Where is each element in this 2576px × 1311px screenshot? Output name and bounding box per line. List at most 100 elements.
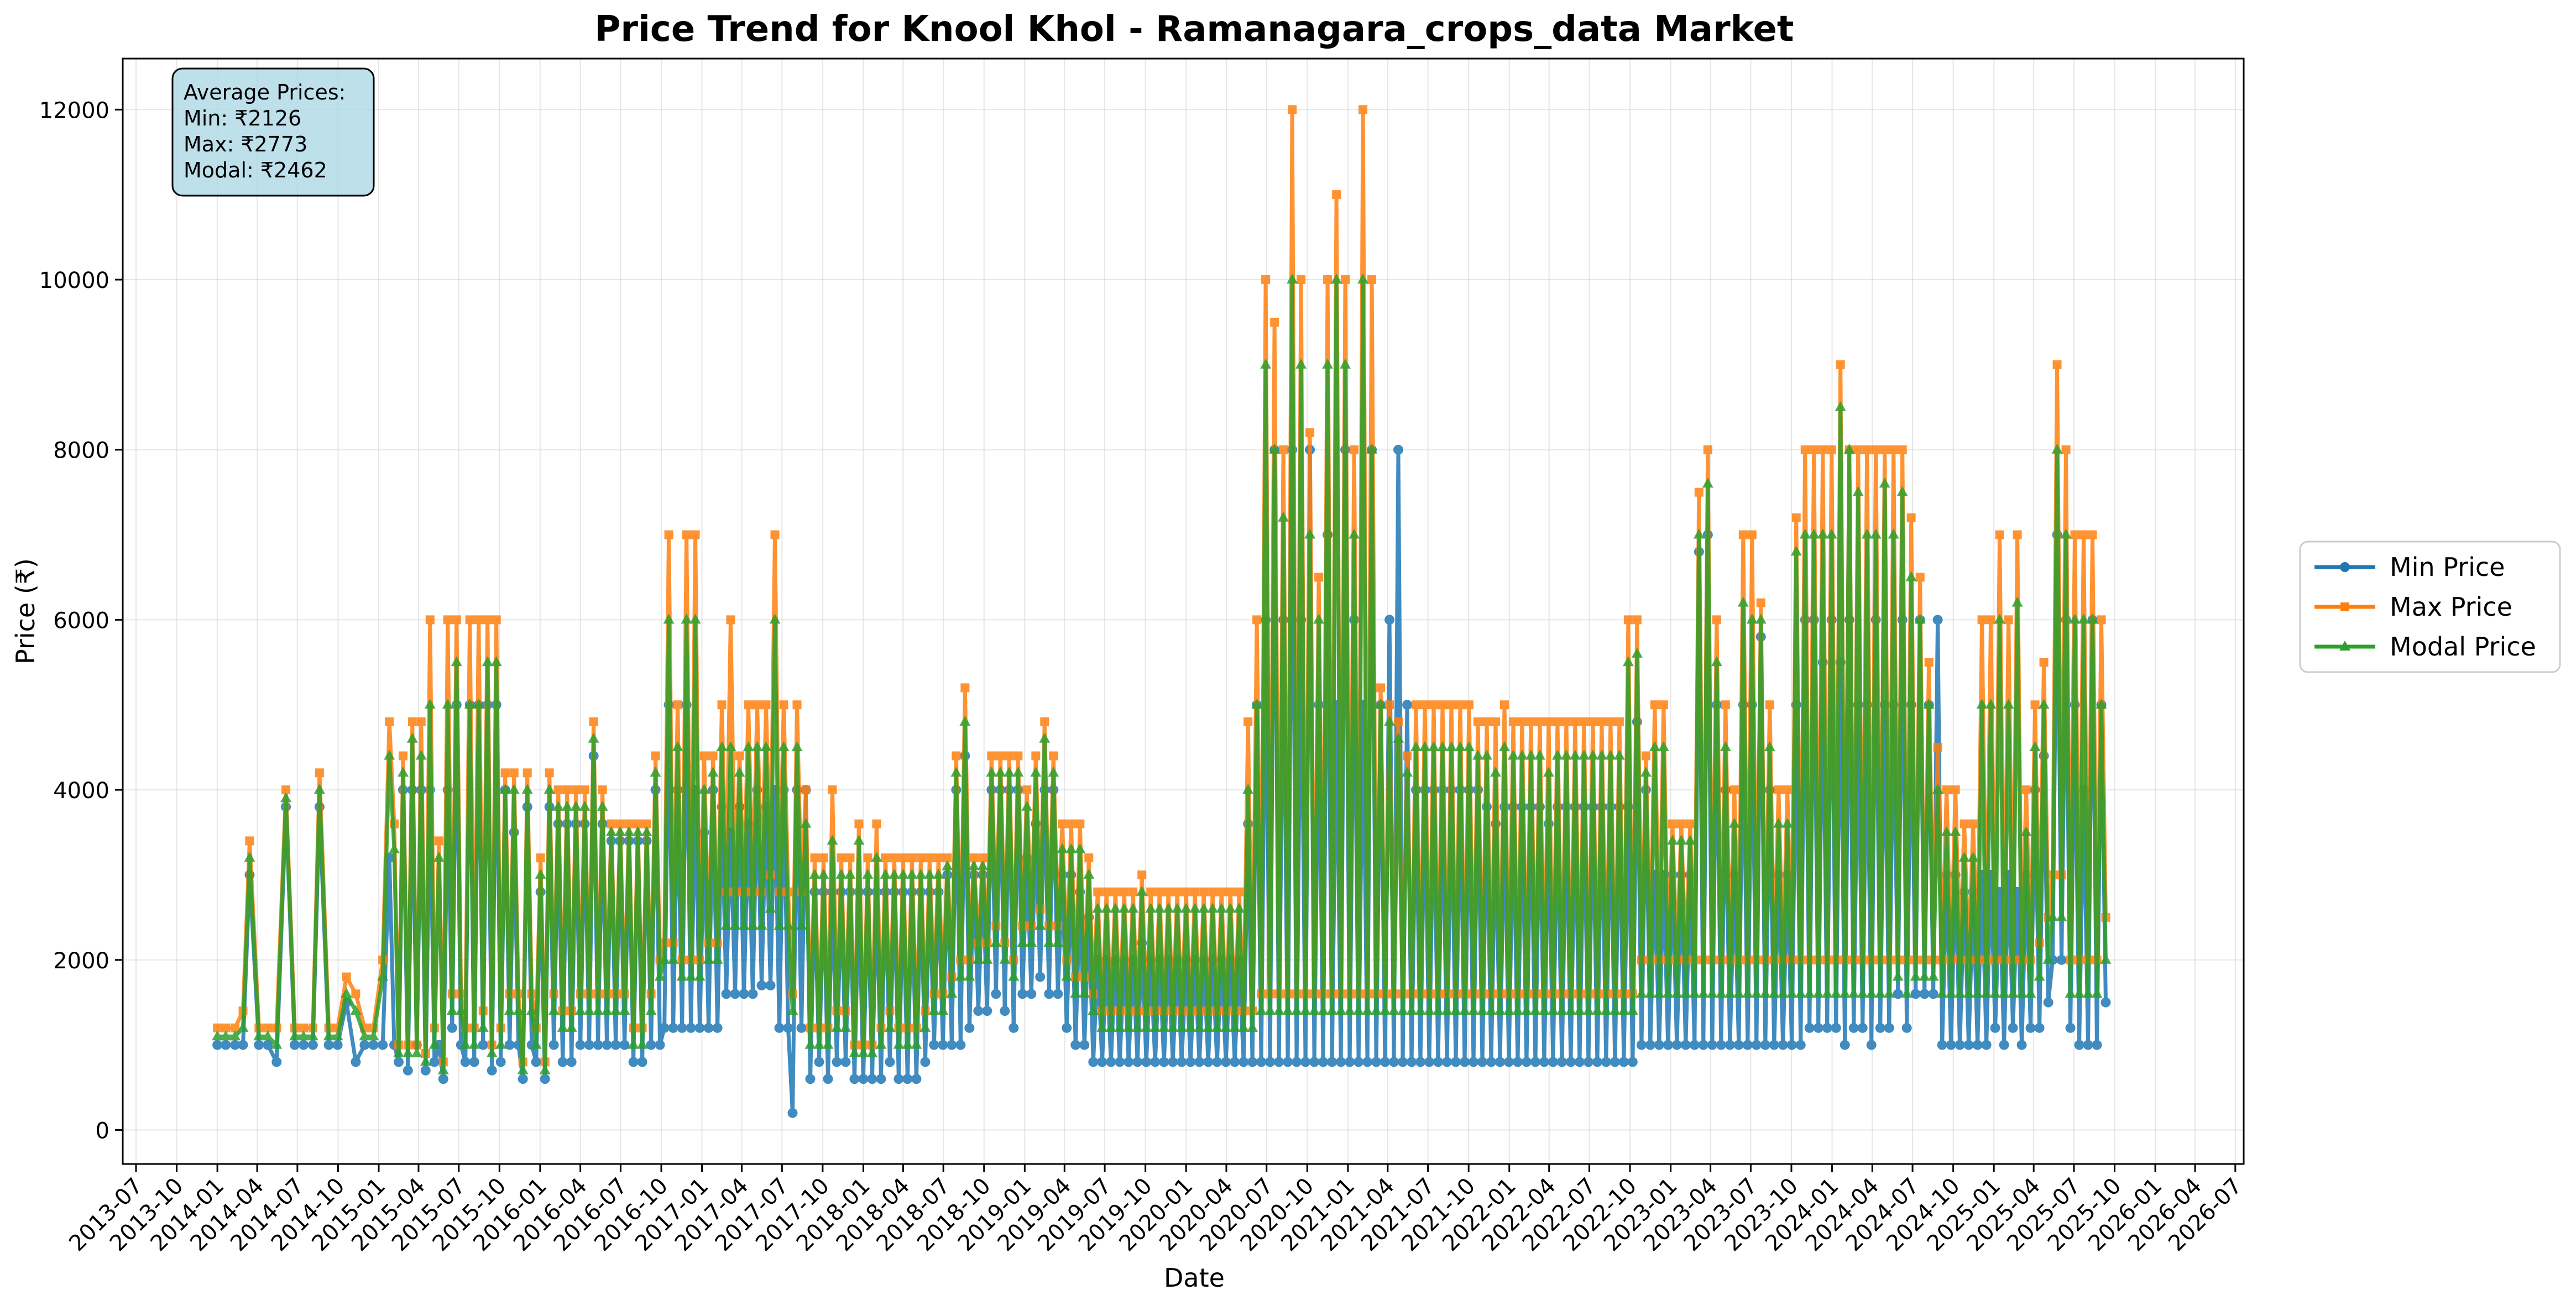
annotation-line: Average Prices: — [184, 80, 346, 104]
modal-price-point — [1640, 767, 1652, 777]
max-price-point — [890, 853, 899, 863]
max-price-point — [598, 785, 607, 795]
modal-price-point — [332, 1030, 343, 1041]
max-price-point — [792, 700, 802, 710]
max-price-point — [1756, 598, 1765, 607]
modal-price-point — [588, 732, 599, 743]
modal-price-point — [1154, 903, 1166, 913]
max-price-point — [779, 700, 788, 710]
modal-price-point — [986, 767, 997, 777]
modal-price-point — [1326, 1005, 1338, 1015]
max-price-point — [1146, 887, 1156, 896]
modal-price-point — [451, 656, 462, 667]
modal-price-point — [298, 1030, 310, 1041]
max-price-point — [691, 530, 700, 539]
modal-price-point — [875, 1039, 887, 1049]
max-price-point — [1632, 615, 1642, 625]
modal-price-point — [1622, 656, 1634, 667]
modal-price-point — [393, 1047, 404, 1057]
modal-price-point — [1445, 741, 1457, 752]
modal-price-point — [2025, 988, 2036, 998]
modal-price-point — [1021, 800, 1033, 811]
modal-price-point — [1888, 528, 1899, 539]
max-price-point — [500, 768, 510, 778]
modal-price-point — [486, 1047, 498, 1057]
min-price-point — [849, 1074, 860, 1084]
max-price-point — [682, 530, 691, 539]
modal-price-point — [995, 767, 1006, 777]
min-price-point — [1115, 1057, 1125, 1067]
modal-price-point — [313, 784, 325, 794]
modal-price-point — [1751, 988, 1762, 998]
modal-price-point — [1724, 988, 1736, 998]
modal-price-point — [1857, 988, 1868, 998]
modal-price-point — [1910, 971, 1921, 981]
max-price-point — [1995, 530, 2004, 539]
min-price-point — [593, 1040, 603, 1050]
modal-price-point — [1755, 613, 1767, 624]
modal-price-point — [1273, 1005, 1285, 1015]
modal-price-point — [1176, 1021, 1188, 1032]
max-price-point — [1880, 445, 1889, 454]
min-price-point — [1840, 1040, 1850, 1050]
min-price-point — [1654, 1040, 1664, 1050]
max-price-point — [1031, 751, 1041, 761]
min-price-point — [814, 1057, 824, 1067]
modal-price-point — [1242, 784, 1254, 794]
min-price-point — [1256, 1057, 1267, 1067]
max-price-point — [580, 785, 589, 795]
modal-price-point — [1689, 988, 1700, 998]
max-price-point — [1199, 887, 1209, 896]
modal-price-point — [1927, 971, 1939, 981]
modal-price-point — [597, 800, 608, 811]
max-price-point — [1305, 428, 1315, 437]
modal-price-point — [2038, 699, 2050, 709]
modal-price-point — [835, 868, 847, 879]
max-price-point — [562, 785, 572, 795]
modal-price-point — [579, 800, 591, 811]
max-price-point — [1208, 887, 1218, 896]
modal-price-point — [1742, 988, 1753, 998]
max-price-point — [452, 615, 461, 625]
modal-price-point — [464, 699, 476, 709]
min-price-point — [1795, 1040, 1806, 1050]
modal-price-point — [973, 953, 984, 964]
min-price-point — [1070, 1040, 1081, 1050]
max-price-point — [2030, 700, 2040, 710]
modal-price-point — [1551, 749, 1563, 760]
max-price-point — [708, 751, 718, 761]
max-price-point — [969, 853, 979, 863]
modal-price-point — [1728, 817, 1740, 828]
max-price-point — [978, 853, 987, 863]
min-price-point — [703, 1022, 714, 1033]
modal-price-point — [544, 784, 555, 794]
min-price-point — [238, 1040, 248, 1050]
modal-price-point — [712, 953, 723, 964]
max-price-point — [1314, 573, 1324, 582]
min-price-point — [739, 989, 749, 999]
max-price-point — [1190, 887, 1200, 896]
modal-price-point — [1247, 1021, 1258, 1032]
min-price-point — [1486, 1057, 1496, 1067]
modal-price-point — [446, 1005, 458, 1015]
modal-price-point — [1180, 903, 1192, 913]
modal-price-point — [1039, 732, 1051, 743]
max-price-point — [1350, 445, 1359, 454]
modal-price-point — [1662, 988, 1674, 998]
max-price-point — [1173, 887, 1182, 896]
min-price-point — [712, 1022, 723, 1033]
min-price-point — [1636, 1040, 1647, 1050]
min-price-point — [495, 1057, 506, 1067]
max-price-point — [1906, 513, 1916, 522]
max-price-point — [492, 615, 501, 625]
modal-price-point — [747, 920, 759, 930]
modal-price-point — [933, 868, 944, 879]
modal-price-point — [552, 800, 564, 811]
annotation-line: Min: ₹2126 — [184, 106, 301, 130]
min-price-point — [1000, 1006, 1010, 1016]
max-price-point — [854, 819, 864, 828]
max-price-point — [1606, 717, 1615, 726]
max-price-point — [1137, 870, 1147, 879]
max-price-point — [1058, 819, 1067, 828]
min-price-point — [221, 1040, 231, 1050]
